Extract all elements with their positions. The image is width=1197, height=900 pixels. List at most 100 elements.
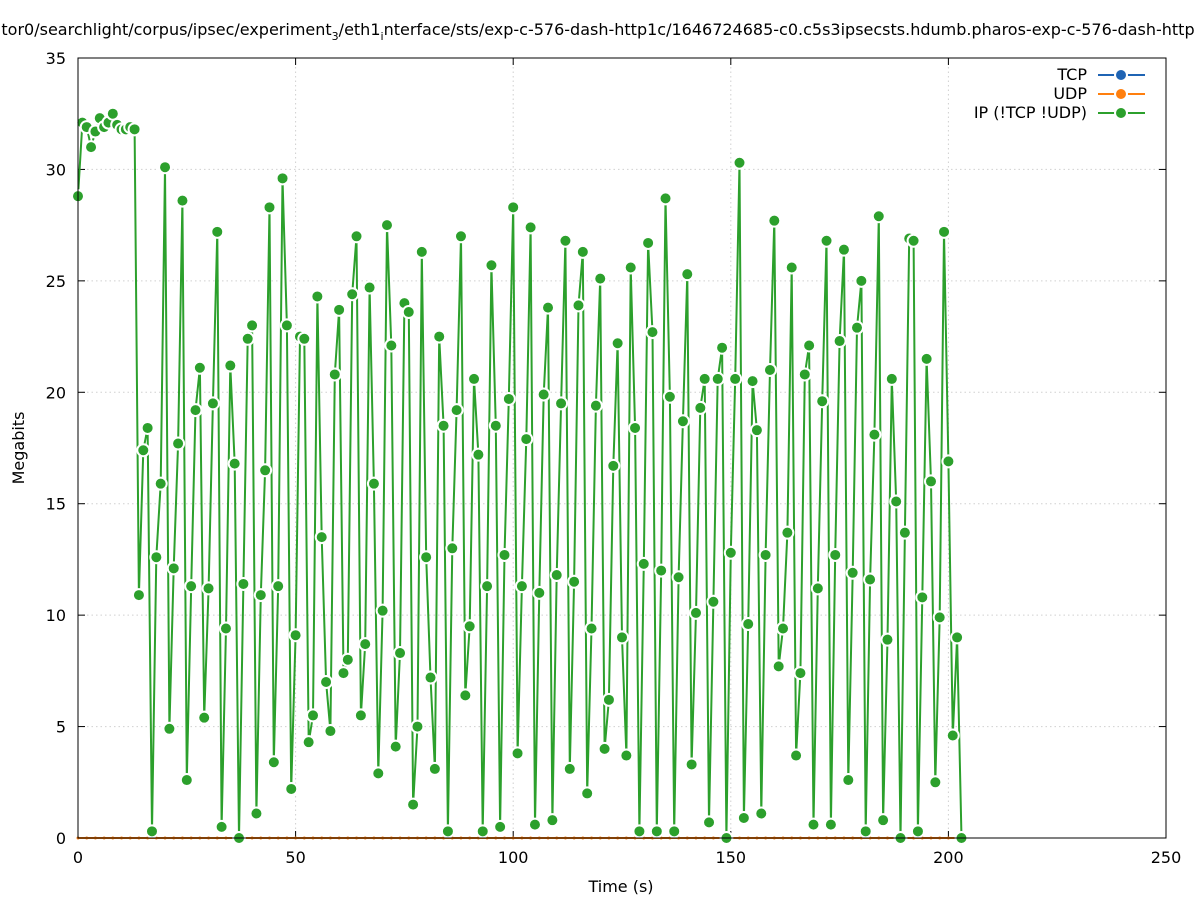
data-point (158, 160, 173, 175)
x-tick-label-0: 0 (73, 848, 83, 867)
data-point (688, 605, 703, 620)
data-point (950, 630, 965, 645)
data-point (166, 561, 181, 576)
data-point (375, 603, 390, 618)
data-point (776, 621, 791, 636)
data-point (741, 617, 756, 632)
data-point (184, 579, 199, 594)
data-point (758, 547, 773, 562)
data-point (301, 735, 316, 750)
data-point (214, 819, 229, 834)
data-point (458, 688, 473, 703)
data-point (393, 646, 408, 661)
data-point (462, 619, 477, 634)
data-point (593, 271, 608, 286)
data-point (723, 545, 738, 560)
plot-frame (77, 57, 1167, 839)
data-point (323, 724, 338, 739)
data-point (667, 824, 682, 839)
data-point (527, 817, 542, 832)
y-tick-label-3: 15 (46, 495, 66, 514)
data-point (410, 719, 425, 734)
data-point (680, 267, 695, 282)
data-point (175, 193, 190, 208)
data-point (684, 757, 699, 772)
data-point (910, 824, 925, 839)
data-point (288, 628, 303, 643)
chart-title: tor0/searchlight/corpus/ipsec/experiment… (1, 20, 1194, 43)
data-point (271, 579, 286, 594)
data-point (871, 209, 886, 224)
data-point (131, 588, 146, 603)
data-point (884, 371, 899, 386)
data-point (262, 200, 277, 215)
data-point (236, 576, 251, 591)
data-point (702, 815, 717, 830)
data-point (754, 806, 769, 821)
series-layer (71, 106, 969, 845)
data-point (802, 338, 817, 353)
data-point (789, 748, 804, 763)
data-point (876, 813, 891, 828)
data-point (358, 637, 373, 652)
data-point (928, 775, 943, 790)
data-point (580, 786, 595, 801)
data-point (436, 418, 451, 433)
data-point (353, 708, 368, 723)
data-point (144, 824, 159, 839)
data-point (201, 581, 216, 596)
data-point (192, 360, 207, 375)
data-point (584, 621, 599, 636)
data-point (284, 781, 299, 796)
data-point (440, 824, 455, 839)
data-point (541, 300, 556, 315)
data-point (340, 652, 355, 667)
data-point (449, 403, 464, 418)
legend-marker-2 (1114, 106, 1128, 120)
data-point (327, 367, 342, 382)
data-point (545, 813, 560, 828)
data-point (136, 443, 151, 458)
data-point (388, 739, 403, 754)
data-point (810, 581, 825, 596)
data-point (179, 773, 194, 788)
data-point (632, 824, 647, 839)
data-point (697, 371, 712, 386)
data-point (562, 761, 577, 776)
data-point (793, 666, 808, 681)
data-point (937, 224, 952, 239)
data-point (845, 565, 860, 580)
data-point (188, 403, 203, 418)
data-point (401, 305, 416, 320)
data-point (384, 338, 399, 353)
data-point (823, 817, 838, 832)
data-point (210, 224, 225, 239)
data-point (854, 273, 869, 288)
data-point (497, 547, 512, 562)
data-point (880, 632, 895, 647)
data-point (832, 334, 847, 349)
series-2 (71, 106, 969, 845)
data-point (319, 675, 334, 689)
data-point (941, 454, 956, 469)
data-point (889, 494, 904, 509)
data-point (923, 474, 938, 489)
data-point (501, 391, 516, 406)
data-point (523, 220, 538, 235)
data-point (597, 741, 612, 756)
data-point (745, 374, 760, 389)
data-point (275, 171, 290, 186)
y-tick-label-6: 30 (46, 160, 66, 179)
data-point (423, 670, 438, 685)
data-point (519, 432, 534, 447)
data-point (932, 610, 947, 625)
data-point (432, 329, 447, 344)
data-point (836, 242, 851, 257)
data-point (149, 550, 164, 565)
y-axis-title: Megabits (9, 412, 28, 485)
grid (78, 58, 1166, 838)
data-point (841, 773, 856, 788)
data-point (510, 746, 525, 761)
